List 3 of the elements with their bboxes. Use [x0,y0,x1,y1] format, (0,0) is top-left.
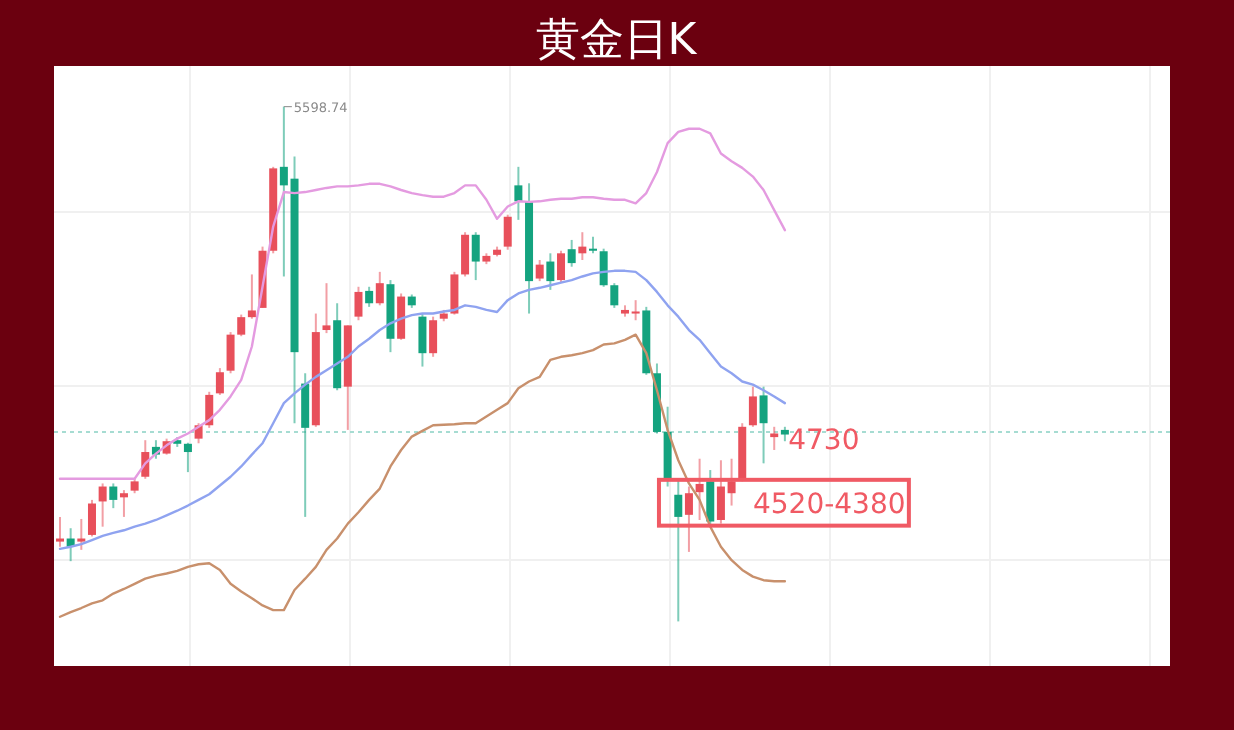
annotation: 4520-4380 [752,488,906,521]
chart-title: 黄金日K [535,16,698,66]
annotation: 4730 [788,424,860,457]
